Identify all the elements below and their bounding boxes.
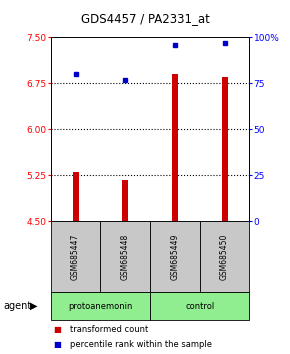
Bar (150, 221, 200, 292)
Text: ■: ■ (54, 325, 61, 334)
Bar (51, 221, 100, 292)
Bar (222, 77, 228, 221)
Bar (122, 179, 128, 221)
Text: GDS4457 / PA2331_at: GDS4457 / PA2331_at (81, 12, 209, 25)
Text: ■: ■ (54, 340, 61, 349)
Text: control: control (185, 302, 214, 311)
Bar (100, 221, 150, 292)
Text: protoanemonin: protoanemonin (68, 302, 133, 311)
Bar (172, 74, 178, 221)
Text: GSM685450: GSM685450 (220, 233, 229, 280)
Bar (150, 292, 249, 320)
Text: agent: agent (3, 301, 31, 311)
Text: ▶: ▶ (30, 301, 37, 311)
Text: transformed count: transformed count (70, 325, 148, 334)
Bar (200, 221, 249, 292)
Text: GSM685448: GSM685448 (121, 234, 130, 280)
Text: GSM685447: GSM685447 (71, 233, 80, 280)
Bar (72, 172, 79, 221)
Text: GSM685449: GSM685449 (171, 233, 180, 280)
Bar (51, 292, 150, 320)
Text: percentile rank within the sample: percentile rank within the sample (70, 340, 212, 349)
